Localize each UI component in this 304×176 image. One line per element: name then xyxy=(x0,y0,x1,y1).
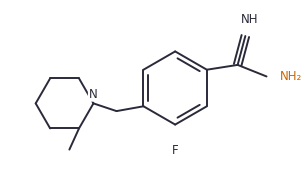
Text: N: N xyxy=(89,87,98,100)
Text: NH: NH xyxy=(240,13,258,26)
Text: NH₂: NH₂ xyxy=(280,70,302,83)
Text: F: F xyxy=(172,144,178,157)
